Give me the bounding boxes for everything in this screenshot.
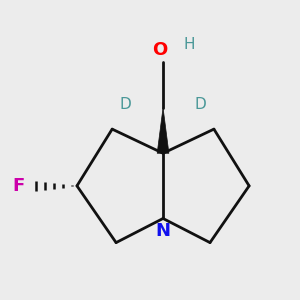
Polygon shape bbox=[157, 108, 169, 153]
Text: H: H bbox=[184, 37, 195, 52]
Text: D: D bbox=[120, 98, 132, 112]
Text: O: O bbox=[152, 41, 167, 59]
Text: F: F bbox=[13, 177, 25, 195]
Text: D: D bbox=[194, 98, 206, 112]
Text: N: N bbox=[155, 222, 170, 240]
